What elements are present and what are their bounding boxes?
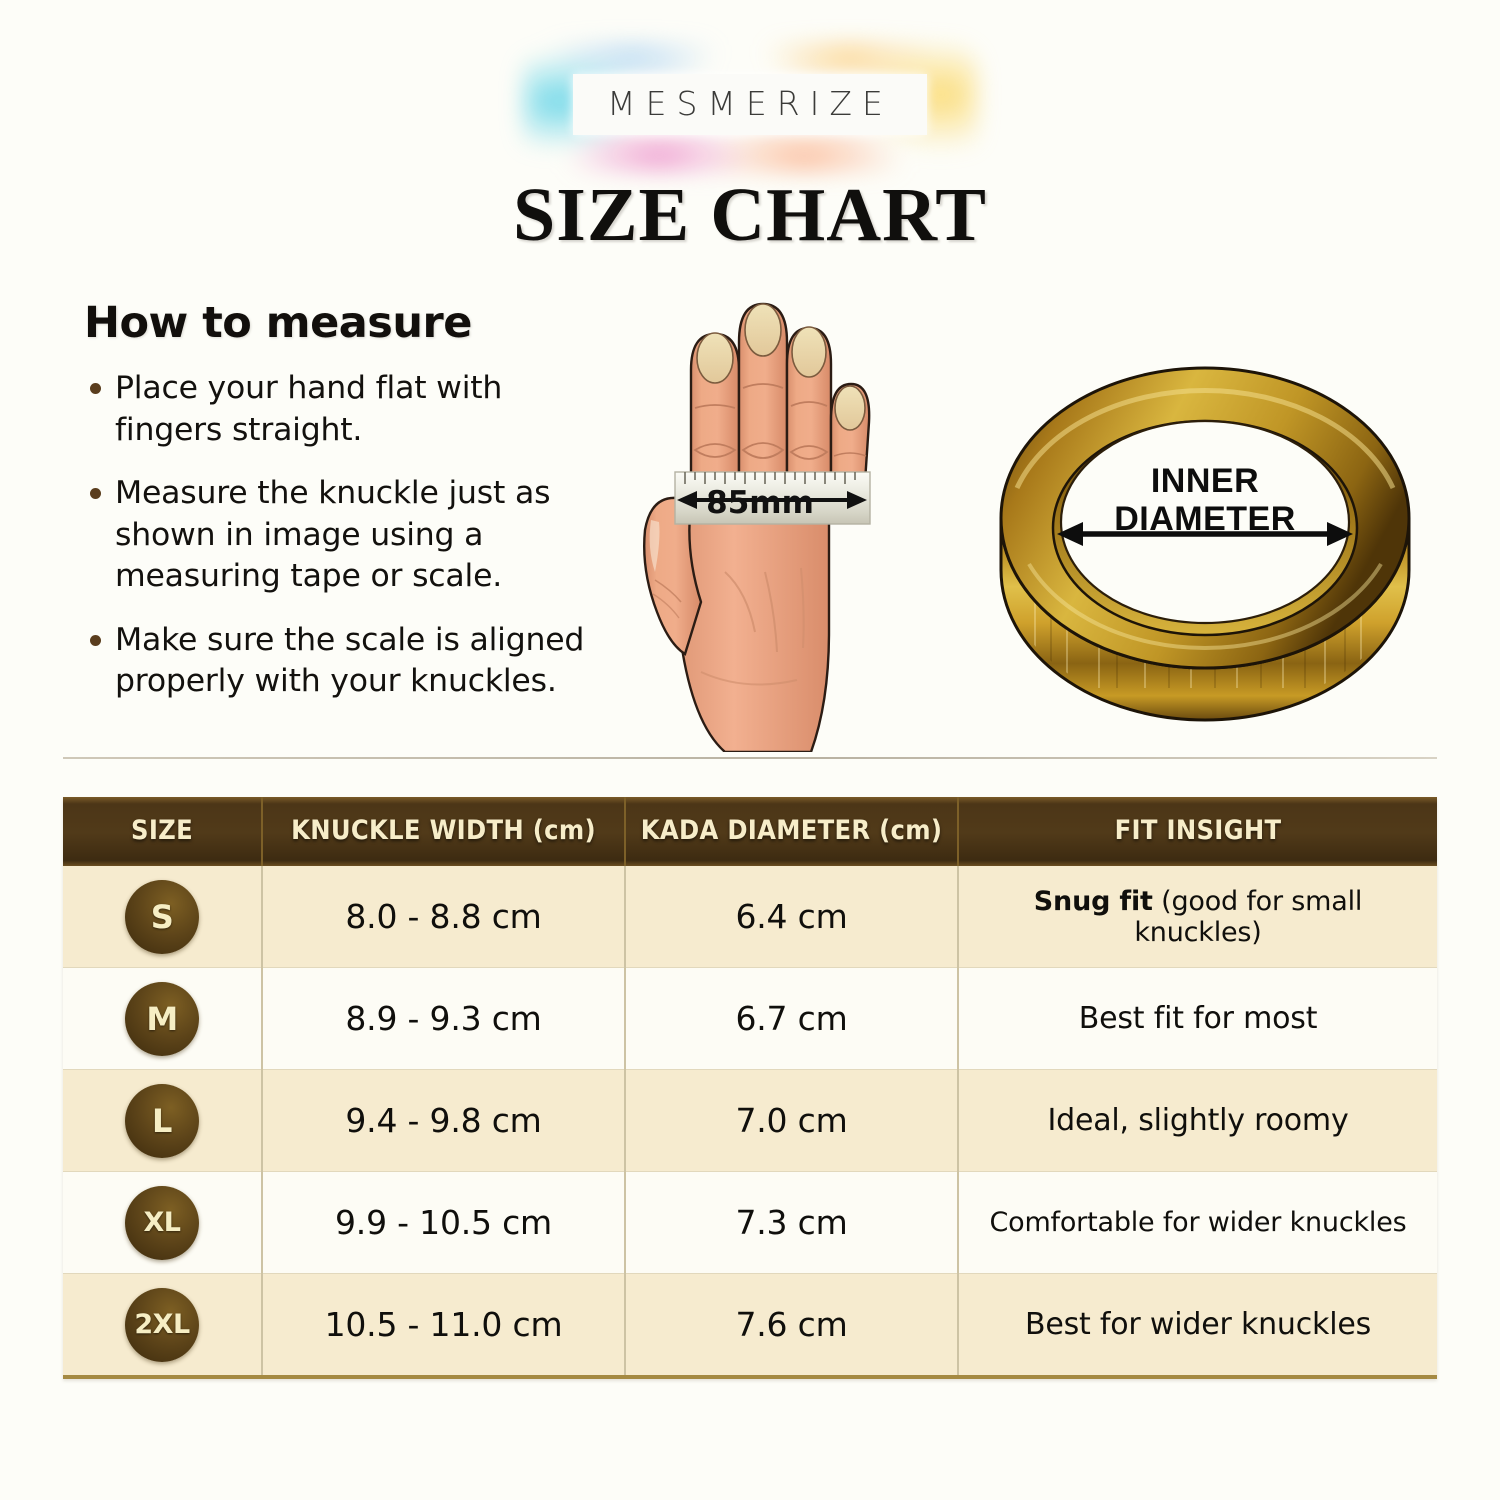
size-cell: 2XL bbox=[63, 1273, 263, 1379]
brand-plate: MESMERIZE bbox=[573, 74, 927, 135]
table-header: SIZE KNUCKLE WIDTH (cm) KADA DIAMETER (c… bbox=[63, 797, 1437, 866]
bullet-dot-icon bbox=[90, 634, 101, 646]
hand-illustration: 85mm bbox=[615, 272, 905, 754]
bullet-dot-icon bbox=[90, 383, 101, 394]
how-to-measure-item: Make sure the scale is aligned properly … bbox=[84, 620, 614, 703]
fit-insight-cell: Best fit for most bbox=[958, 967, 1437, 1070]
kada-diameter-cell: 7.0 cm bbox=[625, 1069, 959, 1172]
bullet-dot-icon bbox=[90, 488, 101, 500]
size-badge: L bbox=[125, 1083, 199, 1158]
page-title: SIZE CHART bbox=[512, 173, 987, 257]
kada-diameter-cell: 6.7 cm bbox=[625, 967, 959, 1070]
knuckle-width-cell: 9.4 - 9.8 cm bbox=[262, 1069, 626, 1172]
how-to-measure-item-text: Measure the knuckle just as shown in ima… bbox=[115, 475, 551, 595]
section-divider bbox=[63, 757, 1437, 759]
column-header-fit-insight: FIT INSIGHT bbox=[958, 797, 1437, 866]
brand-logo: MESMERIZE bbox=[0, 48, 1500, 161]
kada-diameter-cell: 7.6 cm bbox=[625, 1273, 959, 1379]
column-header-size: SIZE bbox=[63, 797, 263, 866]
size-badge: S bbox=[125, 879, 199, 954]
hand-svg bbox=[643, 302, 871, 754]
column-header-knuckle-width: KNUCKLE WIDTH (cm) bbox=[262, 797, 626, 866]
how-to-measure-item-text: Make sure the scale is aligned properly … bbox=[115, 621, 585, 700]
how-to-measure-item-text: Place your hand flat with fingers straig… bbox=[115, 370, 503, 448]
table-header-row: SIZE KNUCKLE WIDTH (cm) KADA DIAMETER (c… bbox=[63, 797, 1437, 866]
inner-diameter-arrow bbox=[1057, 522, 1353, 546]
knuckle-width-cell: 8.0 - 8.8 cm bbox=[262, 866, 626, 968]
kada-diameter-cell: 7.3 cm bbox=[625, 1171, 959, 1274]
fit-insight-strong: Snug fit bbox=[1033, 885, 1153, 917]
table-row: S 8.0 - 8.8 cm 6.4 cm Snug fit (good for… bbox=[63, 866, 1437, 968]
table-row: L 9.4 - 9.8 cm 7.0 cm Ideal, slightly ro… bbox=[63, 1069, 1437, 1172]
knuckle-width-cell: 8.9 - 9.3 cm bbox=[262, 967, 626, 1070]
size-badge: M bbox=[125, 981, 199, 1056]
size-cell: L bbox=[63, 1069, 263, 1172]
table-row: 2XL 10.5 - 11.0 cm 7.6 cm Best for wider… bbox=[63, 1273, 1437, 1379]
kada-svg bbox=[999, 366, 1411, 722]
knuckle-width-cell: 10.5 - 11.0 cm bbox=[262, 1273, 626, 1379]
measuring-tape bbox=[674, 471, 871, 525]
how-to-measure-heading: How to measure bbox=[84, 298, 472, 348]
kada-illustration: INNER DIAMETER bbox=[995, 358, 1415, 738]
fit-insight-cell: Comfortable for wider knuckles bbox=[958, 1171, 1437, 1274]
table-row: XL 9.9 - 10.5 cm 7.3 cm Comfortable for … bbox=[63, 1171, 1437, 1274]
how-to-measure-item: Place your hand flat with fingers straig… bbox=[84, 368, 614, 451]
knuckle-width-cell: 9.9 - 10.5 cm bbox=[262, 1171, 626, 1274]
brand-name: MESMERIZE bbox=[607, 84, 893, 123]
fit-insight-cell: Ideal, slightly roomy bbox=[958, 1069, 1437, 1172]
kada-diameter-cell: 6.4 cm bbox=[625, 866, 959, 968]
column-header-kada-diameter: KADA DIAMETER (cm) bbox=[625, 797, 959, 866]
brand-glow-backdrop: MESMERIZE bbox=[529, 48, 971, 161]
fit-insight-cell: Snug fit (good for small knuckles) bbox=[958, 866, 1437, 968]
how-to-measure-item: Measure the knuckle just as shown in ima… bbox=[84, 473, 614, 598]
how-to-measure-section: How to measure Place your hand flat with… bbox=[84, 298, 614, 725]
size-chart-table: SIZE KNUCKLE WIDTH (cm) KADA DIAMETER (c… bbox=[63, 797, 1437, 1379]
size-cell: M bbox=[63, 967, 263, 1070]
size-badge: 2XL bbox=[125, 1287, 199, 1362]
fit-insight-cell: Best for wider knuckles bbox=[958, 1273, 1437, 1379]
table-body: S 8.0 - 8.8 cm 6.4 cm Snug fit (good for… bbox=[63, 866, 1437, 1379]
size-cell: S bbox=[63, 866, 263, 968]
size-badge: XL bbox=[125, 1185, 199, 1260]
table-row: M 8.9 - 9.3 cm 6.7 cm Best fit for most bbox=[63, 967, 1437, 1070]
fit-insight-rest: (good for small knuckles) bbox=[1134, 885, 1363, 948]
size-cell: XL bbox=[63, 1171, 263, 1274]
